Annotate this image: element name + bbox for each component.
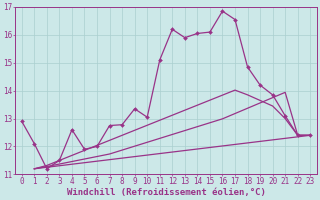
X-axis label: Windchill (Refroidissement éolien,°C): Windchill (Refroidissement éolien,°C) [67, 188, 266, 197]
